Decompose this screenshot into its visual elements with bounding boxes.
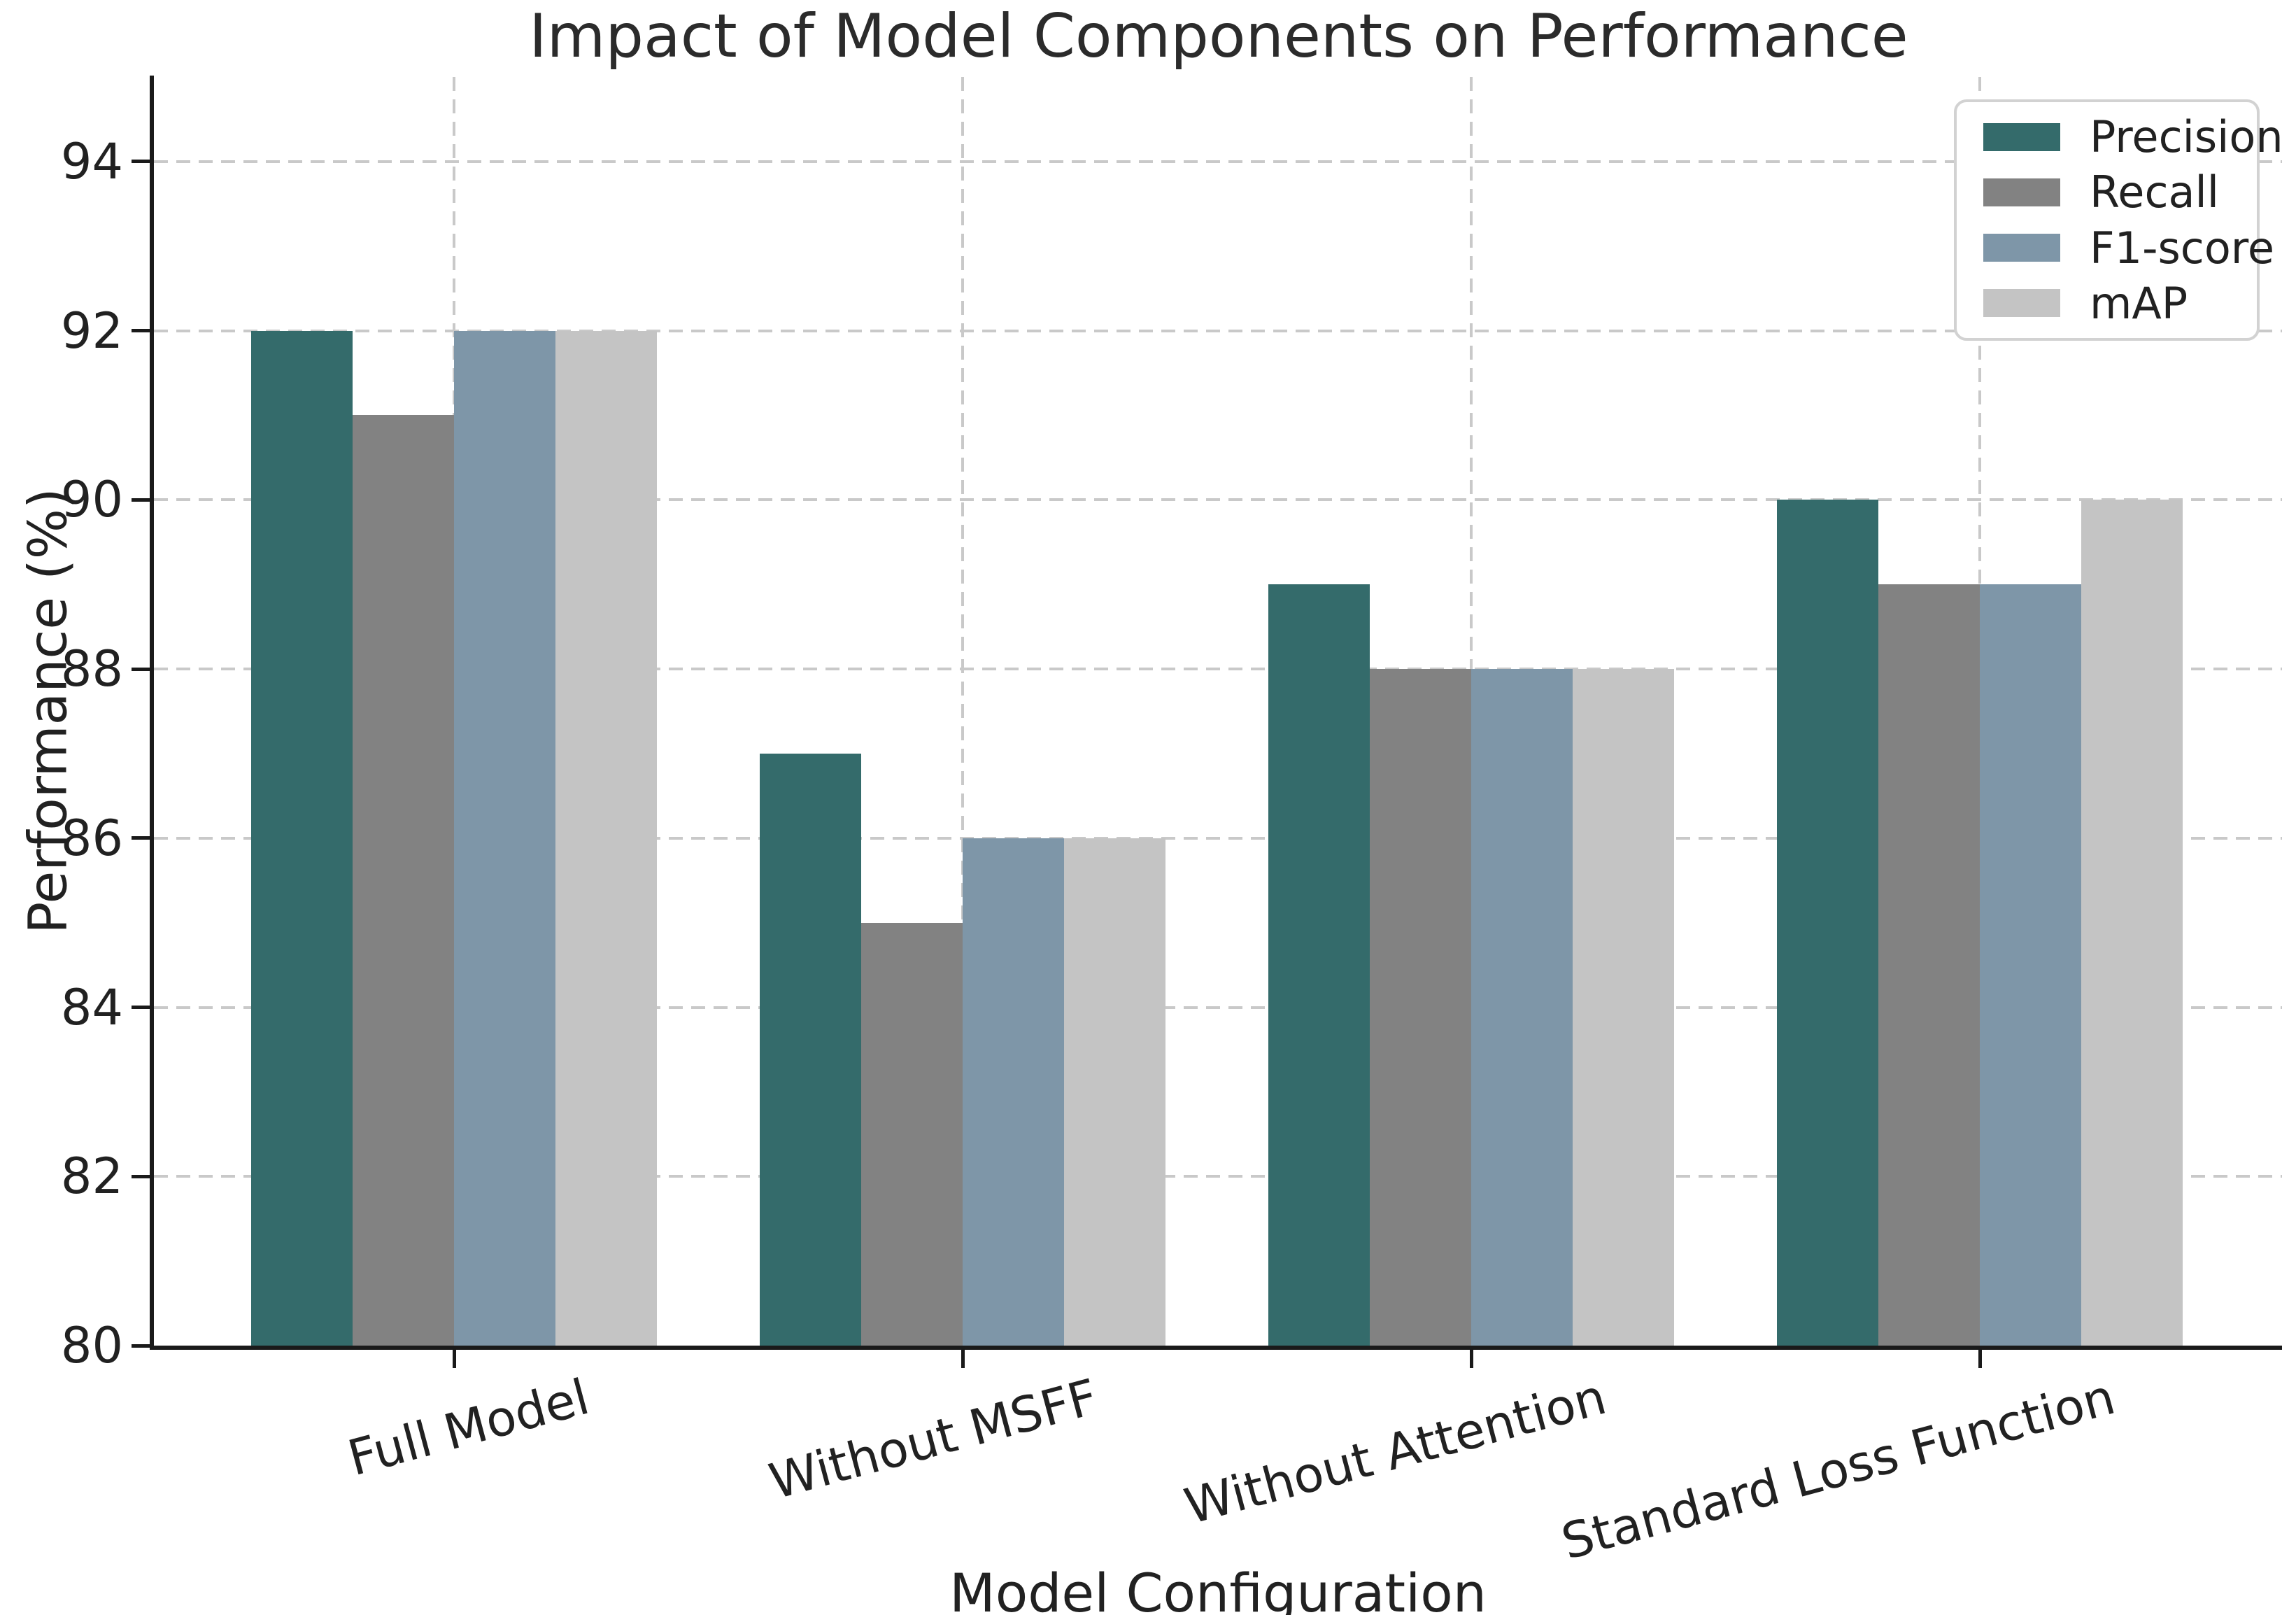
- x-axis-spine: [150, 1346, 2282, 1350]
- y-tick-mark-92: [132, 329, 150, 333]
- bar-f1-score-group-2: [963, 838, 1064, 1346]
- legend-label-precision: Precision: [2090, 111, 2283, 163]
- y-tick-label-92: 92: [60, 302, 123, 360]
- bar-recall-group-1: [353, 415, 454, 1346]
- bar-f1-score-group-4: [1980, 584, 2081, 1346]
- x-tick-mark-1: [452, 1350, 456, 1368]
- y-tick-label-86: 86: [60, 809, 123, 867]
- x-tick-label-2: Without MSFF: [763, 1368, 1104, 1511]
- bar-precision-group-1: [251, 330, 353, 1346]
- bar-f1-score-group-1: [454, 330, 555, 1346]
- legend-label-recall: Recall: [2090, 167, 2219, 218]
- y-tick-mark-88: [132, 667, 150, 671]
- x-tick-label-4: Standard Loss Function: [1555, 1368, 2121, 1571]
- legend-row-map: mAP: [1983, 278, 2257, 329]
- plot-area: [154, 77, 2282, 1346]
- h-gridline-82: [154, 1175, 2282, 1178]
- bar-recall-group-3: [1370, 669, 1471, 1346]
- chart-title: Impact of Model Components on Performanc…: [529, 1, 1908, 71]
- y-axis-label: Performance (%): [16, 488, 79, 934]
- y-tick-label-94: 94: [60, 132, 123, 190]
- bar-map-group-4: [2081, 500, 2183, 1346]
- y-tick-label-90: 90: [60, 471, 123, 529]
- y-tick-label-82: 82: [60, 1148, 123, 1206]
- bar-precision-group-2: [760, 753, 861, 1346]
- y-tick-label-88: 88: [60, 640, 123, 698]
- x-tick-mark-4: [1978, 1350, 1982, 1368]
- y-tick-label-80: 80: [60, 1317, 123, 1374]
- bar-recall-group-2: [861, 922, 963, 1346]
- y-tick-mark-94: [132, 160, 150, 164]
- legend-label-f1-score: F1-score: [2090, 222, 2275, 274]
- y-tick-mark-80: [132, 1344, 150, 1348]
- bar-f1-score-group-3: [1471, 669, 1573, 1346]
- legend-swatch-f1-score: [1983, 234, 2060, 262]
- x-tick-label-3: Without Attention: [1179, 1368, 1613, 1536]
- y-tick-mark-86: [132, 836, 150, 840]
- legend-swatch-recall: [1983, 178, 2060, 206]
- legend-row-recall: Recall: [1983, 167, 2257, 218]
- h-gridline-86: [154, 836, 2282, 840]
- x-tick-mark-3: [1469, 1350, 1473, 1368]
- bar-recall-group-4: [1878, 584, 1980, 1346]
- bar-map-group-2: [1064, 838, 1165, 1346]
- y-axis-spine: [150, 76, 154, 1350]
- y-tick-mark-82: [132, 1174, 150, 1178]
- legend-swatch-precision: [1983, 122, 2060, 151]
- bar-precision-group-3: [1268, 584, 1370, 1346]
- y-tick-mark-90: [132, 498, 150, 502]
- h-gridline-94: [154, 160, 2282, 163]
- v-gridline-group-2: [961, 77, 964, 1346]
- bar-map-group-1: [555, 330, 657, 1346]
- legend-row-f1-score: F1-score: [1983, 223, 2274, 274]
- bar-map-group-3: [1573, 669, 1674, 1346]
- h-gridline-92: [154, 329, 2282, 332]
- x-tick-mark-2: [961, 1350, 965, 1368]
- h-gridline-88: [154, 668, 2282, 671]
- x-axis-label: Model Configuration: [949, 1562, 1487, 1615]
- y-tick-mark-84: [132, 1006, 150, 1010]
- x-tick-label-1: Full Model: [341, 1368, 595, 1488]
- h-gridline-84: [154, 1006, 2282, 1009]
- h-gridline-90: [154, 498, 2282, 502]
- y-tick-label-84: 84: [60, 978, 123, 1036]
- legend: Precision Recall F1-score mAP: [1954, 99, 2283, 341]
- legend-label-map: mAP: [2090, 277, 2188, 329]
- bar-precision-group-4: [1777, 500, 1878, 1346]
- legend-swatch-map: [1983, 289, 2060, 318]
- legend-row-precision: Precision: [1983, 111, 2283, 162]
